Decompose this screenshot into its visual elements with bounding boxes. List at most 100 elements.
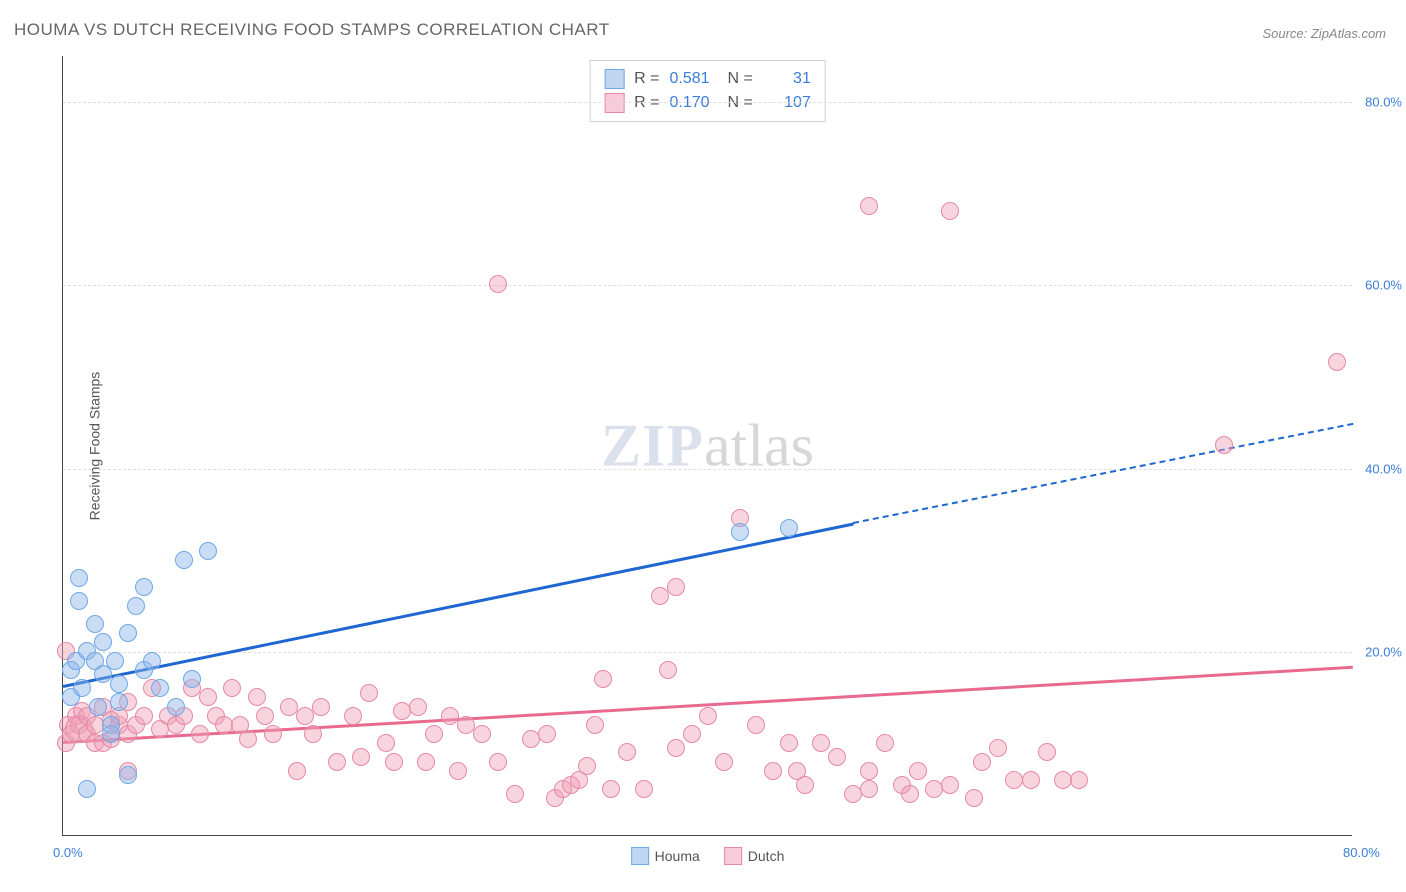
data-point-houma [78, 780, 96, 798]
data-point-dutch [812, 734, 830, 752]
data-point-dutch [312, 698, 330, 716]
data-point-dutch [618, 743, 636, 761]
data-point-dutch [667, 739, 685, 757]
trend-line-extrapolated [853, 423, 1353, 524]
stat-label-n: N = [728, 67, 753, 91]
stat-value-n: 107 [763, 91, 811, 115]
data-point-houma [86, 615, 104, 633]
data-point-dutch [264, 725, 282, 743]
data-point-dutch [441, 707, 459, 725]
data-point-houma [143, 652, 161, 670]
data-point-dutch [965, 789, 983, 807]
data-point-dutch [457, 716, 475, 734]
stat-label-n: N = [728, 91, 753, 115]
data-point-dutch [385, 753, 403, 771]
legend-series: Houma Dutch [631, 847, 785, 865]
data-point-dutch [594, 670, 612, 688]
data-point-houma [73, 679, 91, 697]
data-point-dutch [296, 707, 314, 725]
data-point-dutch [780, 734, 798, 752]
data-point-houma [102, 725, 120, 743]
data-point-houma [151, 679, 169, 697]
x-tick-label: 0.0% [53, 845, 83, 860]
legend-swatch [724, 847, 742, 865]
x-tick-label: 80.0% [1343, 845, 1380, 860]
data-point-houma [106, 652, 124, 670]
data-point-houma [183, 670, 201, 688]
data-point-dutch [651, 587, 669, 605]
data-point-dutch [1328, 353, 1346, 371]
data-point-dutch [764, 762, 782, 780]
legend-swatch [631, 847, 649, 865]
data-point-houma [119, 766, 137, 784]
data-point-dutch [409, 698, 427, 716]
data-point-dutch [860, 762, 878, 780]
data-point-dutch [602, 780, 620, 798]
data-point-houma [780, 519, 798, 537]
data-point-houma [94, 633, 112, 651]
data-point-houma [135, 578, 153, 596]
data-point-dutch [489, 275, 507, 293]
data-point-dutch [659, 661, 677, 679]
data-point-dutch [901, 785, 919, 803]
data-point-houma [731, 523, 749, 541]
data-point-dutch [506, 785, 524, 803]
stat-label-r: R = [634, 67, 659, 91]
gridline [63, 102, 1352, 103]
data-point-dutch [135, 707, 153, 725]
gridline [63, 285, 1352, 286]
data-point-dutch [256, 707, 274, 725]
data-point-houma [127, 597, 145, 615]
gridline [63, 469, 1352, 470]
legend-item: Houma [631, 847, 700, 865]
data-point-dutch [586, 716, 604, 734]
data-point-houma [110, 675, 128, 693]
legend-label: Houma [655, 848, 700, 864]
data-point-dutch [377, 734, 395, 752]
data-point-dutch [360, 684, 378, 702]
gridline [63, 652, 1352, 653]
data-point-houma [70, 592, 88, 610]
data-point-dutch [352, 748, 370, 766]
legend-swatch [604, 93, 624, 113]
data-point-houma [119, 624, 137, 642]
data-point-houma [89, 698, 107, 716]
data-point-dutch [449, 762, 467, 780]
y-tick-label: 80.0% [1365, 94, 1402, 109]
data-point-dutch [747, 716, 765, 734]
data-point-dutch [344, 707, 362, 725]
data-point-houma [175, 551, 193, 569]
stat-value-r: 0.170 [670, 91, 718, 115]
data-point-dutch [578, 757, 596, 775]
data-point-dutch [248, 688, 266, 706]
data-point-dutch [538, 725, 556, 743]
y-tick-label: 60.0% [1365, 278, 1402, 293]
data-point-dutch [860, 197, 878, 215]
data-point-dutch [860, 780, 878, 798]
data-point-dutch [239, 730, 257, 748]
legend-item: Dutch [724, 847, 785, 865]
legend-swatch [604, 69, 624, 89]
data-point-dutch [989, 739, 1007, 757]
data-point-dutch [288, 762, 306, 780]
data-point-dutch [304, 725, 322, 743]
data-point-dutch [941, 202, 959, 220]
data-point-dutch [425, 725, 443, 743]
data-point-dutch [1038, 743, 1056, 761]
data-point-dutch [191, 725, 209, 743]
y-tick-label: 20.0% [1365, 645, 1402, 660]
data-point-houma [70, 569, 88, 587]
trend-line [63, 522, 854, 687]
data-point-dutch [909, 762, 927, 780]
data-point-dutch [635, 780, 653, 798]
data-point-dutch [417, 753, 435, 771]
data-point-dutch [876, 734, 894, 752]
data-point-dutch [1022, 771, 1040, 789]
stat-label-r: R = [634, 91, 659, 115]
data-point-dutch [1215, 436, 1233, 454]
y-tick-label: 40.0% [1365, 461, 1402, 476]
data-point-dutch [280, 698, 298, 716]
data-point-dutch [223, 679, 241, 697]
legend-stats-row: R = 0.170 N = 107 [604, 91, 811, 115]
scatter-plot-area: ZIPatlas R =0.581N =31R =0.170N =107 Hou… [62, 56, 1352, 836]
